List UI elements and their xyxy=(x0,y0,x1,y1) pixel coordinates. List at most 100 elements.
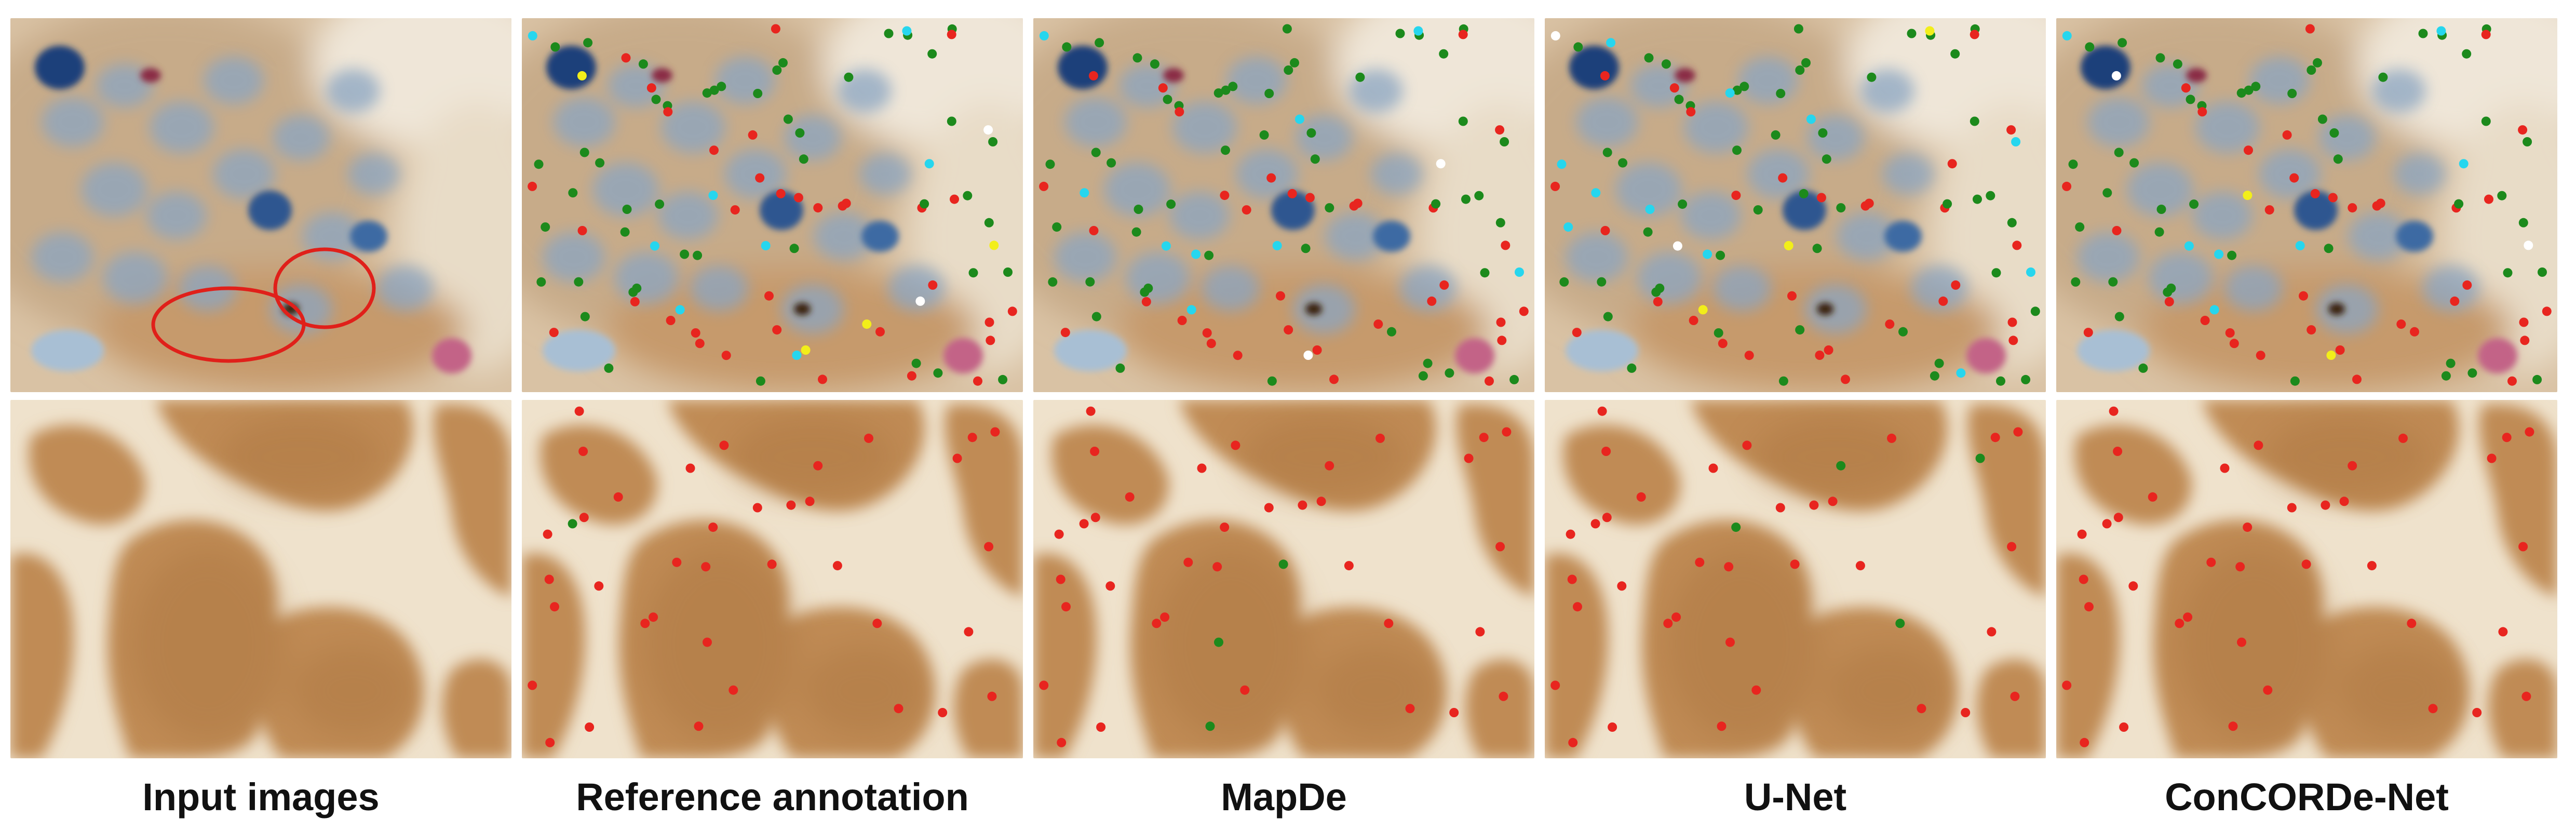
annotation-dot xyxy=(2186,95,2195,104)
annotation-dot xyxy=(1550,680,1560,690)
annotation-dot xyxy=(1725,637,1735,647)
annotation-dot xyxy=(1231,440,1240,450)
annotation-dot xyxy=(2487,453,2497,463)
annotation-dot xyxy=(1739,82,1749,91)
annotation-dot xyxy=(1003,267,1013,277)
annotation-dot xyxy=(761,241,771,250)
annotation-dot xyxy=(2462,49,2472,59)
annotation-dot xyxy=(2068,159,2078,169)
annotation-dot xyxy=(2396,319,2406,329)
annotation-dot xyxy=(544,574,554,584)
annotation-dot xyxy=(703,637,712,647)
annotation-dot xyxy=(1325,203,1334,213)
annotation-dot xyxy=(2227,250,2237,260)
annotation-dot xyxy=(2108,277,2118,287)
annotation-dot xyxy=(986,336,995,345)
annotation-dot xyxy=(1987,627,1997,637)
annotation-dot xyxy=(1673,241,1682,251)
annotation-dot xyxy=(2376,198,2385,208)
annotation-dot xyxy=(2348,203,2357,213)
annotation-dot xyxy=(1107,158,1116,168)
panel-row1-reference xyxy=(522,18,1023,392)
annotation-dot xyxy=(621,53,631,63)
annotation-dot xyxy=(1509,374,1519,384)
annotation-dot xyxy=(1970,116,1979,126)
annotation-dot xyxy=(2112,226,2122,235)
annotation-dot xyxy=(691,328,700,338)
annotation-dot xyxy=(862,319,872,329)
annotation-dot xyxy=(578,447,588,456)
annotation-dot xyxy=(2307,325,2316,335)
annotation-dot xyxy=(1088,71,1098,81)
annotation-dot xyxy=(1384,619,1394,628)
annotation-dot xyxy=(1499,691,1508,701)
annotation-dot xyxy=(2521,691,2531,701)
annotation-dot xyxy=(1887,433,1896,443)
annotation-dot xyxy=(1242,205,1251,215)
annotation-dot xyxy=(1312,345,1322,355)
annotation-dot xyxy=(844,72,854,82)
annotation-dot xyxy=(1204,250,1214,260)
annotation-dot xyxy=(772,325,782,335)
annotation-dot xyxy=(1627,363,1637,373)
annotation-dot xyxy=(1183,557,1193,567)
annotation-dot xyxy=(666,316,676,325)
annotation-dot xyxy=(1240,685,1250,695)
annotation-dot xyxy=(2156,205,2166,214)
annotation-dot xyxy=(1618,158,1628,168)
annotation-dot xyxy=(1671,612,1681,622)
annotation-dot xyxy=(1427,296,1437,306)
annotation-dot xyxy=(1090,447,1100,456)
annotation-dot xyxy=(1418,371,1428,381)
annotation-dot xyxy=(1961,708,1971,717)
annotation-dot xyxy=(1228,82,1238,91)
annotation-dot xyxy=(963,191,973,200)
annotation-dot xyxy=(1480,268,1490,278)
annotation-dot xyxy=(1298,500,1307,510)
annotation-dot xyxy=(604,363,614,373)
annotation-dot xyxy=(1287,189,1297,198)
annotation-dot xyxy=(1502,427,1512,437)
annotation-dot xyxy=(1934,358,1944,368)
annotation-dot xyxy=(1855,561,1865,571)
annotation-dot xyxy=(1134,205,1143,214)
annotation-dot xyxy=(595,158,605,168)
annotation-dot xyxy=(755,173,765,183)
annotation-dot xyxy=(2538,267,2547,277)
annotation-dot xyxy=(1725,88,1735,98)
annotation-dot xyxy=(998,374,1008,384)
annotation-dot xyxy=(984,542,994,552)
annotation-dot xyxy=(748,130,758,140)
annotation-dot xyxy=(988,137,998,146)
annotation-dot xyxy=(2118,38,2127,48)
annotation-dot xyxy=(2287,89,2297,98)
annotation-dot xyxy=(693,250,703,260)
annotation-dot xyxy=(1045,159,1055,169)
annotation-dot xyxy=(1836,461,1846,471)
annotation-dot xyxy=(938,708,948,717)
panel-row1-input xyxy=(10,18,511,392)
annotation-dot xyxy=(924,159,934,169)
annotation-dot xyxy=(786,500,796,510)
annotation-dot xyxy=(2481,30,2491,39)
annotation-dot xyxy=(650,241,659,251)
annotation-dot xyxy=(1793,24,1803,34)
annotation-dot xyxy=(1458,30,1468,39)
annotation-dot xyxy=(987,691,997,701)
annotation-dot xyxy=(1751,685,1761,695)
annotation-dot xyxy=(950,194,959,204)
annotation-dot xyxy=(1132,53,1142,63)
annotation-dot xyxy=(2244,85,2254,95)
annotation-dot xyxy=(1812,244,1822,253)
panel-row1-mapde xyxy=(1033,18,1534,392)
annotation-dot xyxy=(579,148,589,157)
annotation-dot xyxy=(1669,83,1679,93)
annotation-dot xyxy=(1501,240,1510,250)
annotation-dot xyxy=(1405,704,1415,714)
annotation-dot xyxy=(2462,280,2472,290)
annotation-dot xyxy=(1776,89,1786,98)
annotation-dot xyxy=(2289,173,2299,183)
annotation-dot xyxy=(989,240,999,250)
annotation-dot xyxy=(1828,497,1838,506)
annotation-dot xyxy=(2206,557,2216,567)
